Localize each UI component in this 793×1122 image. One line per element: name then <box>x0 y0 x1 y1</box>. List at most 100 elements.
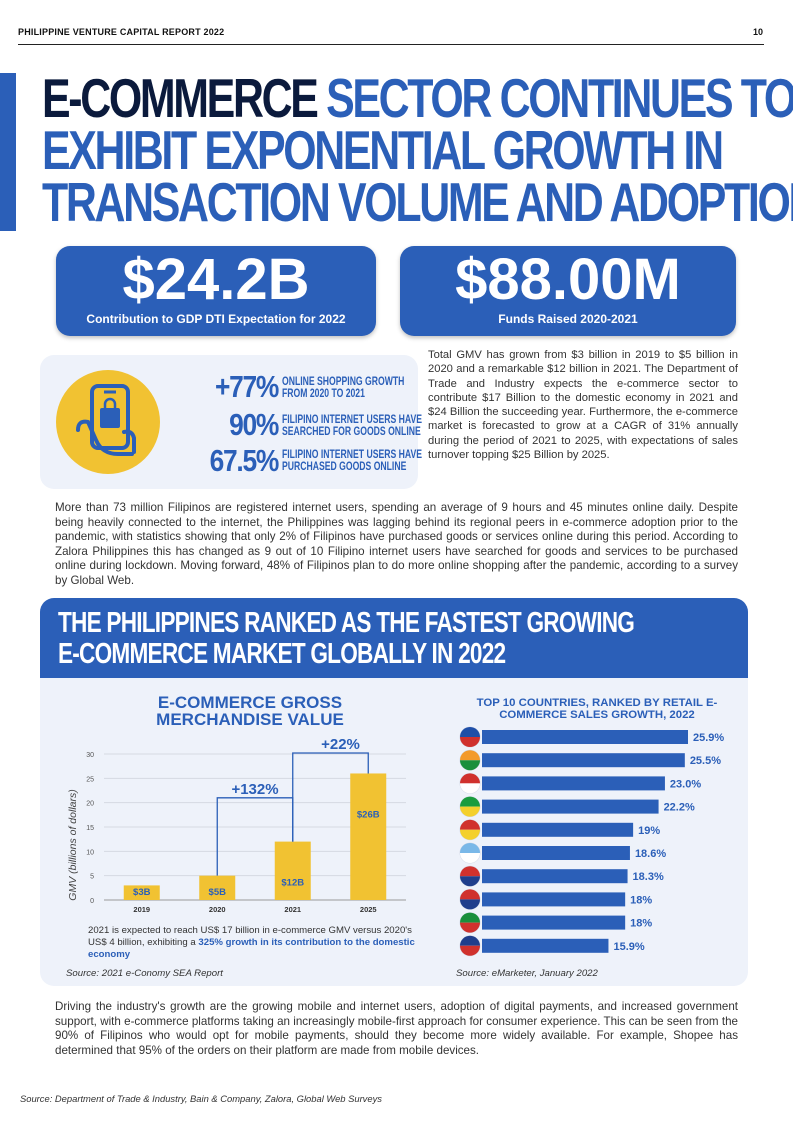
gmv-y-tick-label: 20 <box>86 801 94 808</box>
flag-top-half <box>460 819 480 830</box>
growth-bar <box>482 846 630 860</box>
growth-chart-title: TOP 10 COUNTRIES, RANKED BY RETAIL E-COM… <box>476 697 718 721</box>
brazil-flag-icon <box>459 796 481 817</box>
gmv-x-tick-label: 2021 <box>284 905 301 914</box>
argentina-flag-icon <box>459 842 481 864</box>
flag-bottom-half <box>460 945 480 956</box>
flag-top-half <box>460 935 480 946</box>
growth-bar <box>482 915 626 930</box>
flag-top-half <box>460 843 480 853</box>
us-flag-icon <box>459 935 481 957</box>
gdp-contribution-caption: Contribution to GDP DTI Expectation for … <box>86 312 346 326</box>
headline-keyword: E-COMMERCE <box>42 67 319 129</box>
flag-bottom-half <box>460 783 480 794</box>
growth-bar-value-label: 18.6% <box>635 848 666 860</box>
stat-label-line: ONLINE SHOPPING GROWTH <box>282 374 405 388</box>
flag-top-half <box>460 750 480 761</box>
growth-bar-value-label: 18% <box>630 918 652 930</box>
flag-bottom-half <box>460 829 480 840</box>
funds-raised-card: $88.00M Funds Raised 2020-2021 <box>400 246 736 336</box>
stat-label-line: FILIPINO INTERNET USERS HAVE <box>282 447 423 461</box>
gmv-chart-source: Source: 2021 e-Conomy SEA Report <box>66 968 223 979</box>
growth-bar <box>482 938 609 953</box>
gmv-x-tick-label: 2020 <box>209 905 226 914</box>
stat-label-growth: ONLINE SHOPPING GROWTH FROM 2020 TO 2021 <box>282 375 426 399</box>
gmv-bar <box>350 773 387 900</box>
growth-bar-value-label: 25.9% <box>693 732 724 744</box>
gmv-note-text: 2021 is expected to reach US$ 17 billion… <box>88 925 412 948</box>
growth-bar-value-label: 23.0% <box>670 778 701 790</box>
headline-line1: SECTOR CONTINUES TO <box>326 67 793 129</box>
flag-top-half <box>460 912 480 923</box>
stat-label-line: SEARCHED FOR GOODS ONLINE <box>282 424 421 438</box>
gmv-x-tick-label: 2025 <box>360 905 377 914</box>
mexico-flag-icon <box>459 912 481 934</box>
flag-bottom-half <box>460 760 480 771</box>
gmv-note-highlight: 325% growth in its contribution to the d… <box>88 937 415 960</box>
gmv-y-tick-label: 30 <box>86 752 94 759</box>
flag-top-half <box>460 727 480 737</box>
growth-bar <box>482 799 659 814</box>
growth-bar-value-label: 25.5% <box>690 755 721 767</box>
gmv-y-tick-label: 5 <box>90 874 94 881</box>
growth-bar <box>482 869 628 884</box>
gmv-y-axis-label: GMV (billions of dollars) <box>67 789 79 900</box>
stat-value-growth: +77% <box>214 369 279 404</box>
philippines-flag-icon <box>459 726 481 748</box>
gmv-growth-annotation: +132% <box>231 781 278 798</box>
growth-bar-value-label: 18% <box>630 894 652 906</box>
flag-bottom-half <box>460 922 480 933</box>
growth-bar-value-label: 22.2% <box>664 802 695 814</box>
funds-raised-value: $88.00M <box>455 247 681 312</box>
gmv-bar-value-label: $12B <box>281 878 304 889</box>
flag-top-half <box>460 889 480 900</box>
gmv-y-tick-label: 25 <box>86 776 94 783</box>
gmv-bar <box>123 885 160 900</box>
growth-bar <box>482 892 626 907</box>
flag-top-half <box>460 866 480 877</box>
stat-label-purchased: FILIPINO INTERNET USERS HAVE PURCHASED G… <box>282 448 426 472</box>
gmv-growth-annotation: +22% <box>321 736 360 753</box>
stat-value-searched: 90% <box>229 407 279 442</box>
growth-bar-value-label: 18.3% <box>633 871 664 883</box>
gmv-bar-value-label: $3B <box>133 887 151 898</box>
header-divider <box>18 44 764 45</box>
stat-label-line: FILIPINO INTERNET USERS HAVE <box>282 412 423 426</box>
flag-top-half <box>460 796 480 807</box>
industry-drivers-paragraph: Driving the industry's growth are the gr… <box>55 1000 738 1057</box>
gmv-paragraph: Total GMV has grown from $3 billion in 2… <box>428 349 738 462</box>
gdp-contribution-card: $24.2B Contribution to GDP DTI Expectati… <box>56 246 376 336</box>
indonesia-flag-icon <box>459 773 481 794</box>
gmv-y-tick-label: 10 <box>86 849 94 856</box>
growth-bar-value-label: 19% <box>638 825 660 837</box>
gmv-y-tick-label: 15 <box>86 825 94 832</box>
funds-raised-caption: Funds Raised 2020-2021 <box>498 312 638 326</box>
growth-bar <box>482 730 688 744</box>
growth-bar <box>482 776 665 791</box>
mobile-shopping-icon <box>56 370 160 474</box>
gmv-bar <box>199 875 236 900</box>
headline-line2: EXHIBIT EXPONENTIAL GROWTH IN <box>42 119 724 181</box>
page-number: 10 <box>752 27 763 37</box>
thailand-flag-icon <box>459 888 481 910</box>
growth-chart-source: Source: eMarketer, January 2022 <box>456 968 598 979</box>
gmv-growth-bracket <box>292 752 369 842</box>
stat-label-searched: FILIPINO INTERNET USERS HAVE SEARCHED FO… <box>282 413 426 437</box>
flag-bottom-half <box>460 876 480 887</box>
section-banner <box>40 598 748 678</box>
flag-bottom-half <box>460 737 480 747</box>
vietnam-flag-icon <box>459 819 481 841</box>
page-headline: E-COMMERCE SECTOR CONTINUES TO EXHIBIT E… <box>42 71 793 230</box>
internet-users-paragraph: More than 73 million Filipinos are regis… <box>55 501 738 587</box>
accent-bar <box>0 73 16 231</box>
section-title: THE PHILIPPINES RANKED AS THE FASTEST GR… <box>58 607 635 670</box>
flag-bottom-half <box>460 853 480 863</box>
footer-source: Source: Department of Trade & Industry, … <box>20 1093 382 1104</box>
stat-value-purchased: 67.5% <box>209 443 280 478</box>
section-title-line1: THE PHILIPPINES RANKED AS THE FASTEST GR… <box>58 607 635 639</box>
gmv-bar-value-label: $26B <box>357 809 380 820</box>
flag-bottom-half <box>460 806 480 817</box>
report-title: PHILIPPINE VENTURE CAPITAL REPORT 2022 <box>18 27 225 37</box>
section-title-line2: E-COMMERCE MARKET GLOBALLY IN 2022 <box>58 638 506 670</box>
